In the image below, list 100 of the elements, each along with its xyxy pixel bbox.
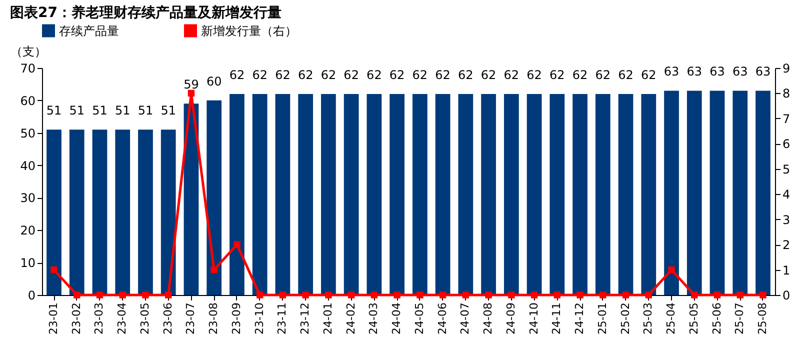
- x-tick-label: 23-06: [161, 302, 174, 334]
- data-label: 51: [160, 104, 176, 118]
- data-label: 62: [618, 68, 634, 82]
- x-tick-label: 24-04: [390, 302, 404, 334]
- point: [302, 292, 309, 298]
- point: [394, 292, 400, 298]
- x-tick-label: 24-05: [412, 302, 426, 334]
- data-label: 63: [710, 64, 725, 79]
- data-label: 62: [435, 68, 450, 82]
- x-tick-label: 23-09: [230, 302, 243, 334]
- data-label: 62: [252, 68, 268, 82]
- data-label: 63: [732, 64, 748, 79]
- point: [279, 292, 286, 298]
- x-tick-label: 24-06: [436, 302, 449, 334]
- point: [691, 292, 698, 298]
- x-tick-label: 24-01: [321, 302, 334, 334]
- y2-tick-label: 4: [782, 188, 790, 202]
- y-tick-label: 50: [20, 126, 36, 140]
- data-label: 63: [755, 64, 771, 79]
- x-tick-label: 23-03: [92, 302, 106, 334]
- data-label: 62: [320, 68, 336, 82]
- y2-tick-label: 0: [782, 288, 790, 302]
- data-label: 63: [664, 64, 680, 79]
- x-tick-label: 24-09: [504, 302, 518, 334]
- x-tick-label: 24-02: [344, 302, 358, 334]
- point: [485, 292, 492, 298]
- x-tick-label: 24-10: [527, 302, 540, 334]
- chart-title: 图表27：养老理财存续产品量及新增发行量: [10, 4, 282, 21]
- x-tick-label: 23-02: [70, 302, 83, 334]
- x-tick-label: 24-11: [550, 302, 564, 334]
- data-label: 62: [458, 68, 474, 82]
- x-tick-label: 25-03: [642, 302, 655, 334]
- data-label: 62: [595, 68, 611, 82]
- data-label: 62: [389, 68, 405, 82]
- data-label: 62: [344, 68, 359, 82]
- point: [165, 292, 172, 298]
- point: [576, 292, 584, 298]
- y2-tick-label: 2: [782, 238, 790, 252]
- point: [554, 292, 561, 298]
- point: [96, 292, 104, 298]
- x-tick-label: 25-08: [756, 302, 769, 334]
- point: [142, 292, 149, 298]
- data-label: 62: [572, 68, 588, 82]
- data-label: 60: [206, 74, 222, 88]
- y2-tick-label: 9: [782, 62, 790, 76]
- data-label: 63: [686, 64, 702, 79]
- point: [256, 292, 264, 298]
- data-label: 51: [46, 104, 62, 118]
- point: [119, 292, 126, 298]
- point: [50, 266, 58, 274]
- x-tick-label: 24-03: [367, 302, 380, 334]
- y2-tick-label: 3: [782, 212, 790, 227]
- data-label: 62: [412, 68, 428, 82]
- data-label: 51: [92, 104, 108, 118]
- point: [188, 90, 195, 97]
- x-tick-label: 24-08: [482, 302, 495, 334]
- x-tick-label: 23-08: [207, 302, 220, 334]
- data-label: 62: [298, 68, 314, 82]
- x-tick-label: 24-12: [573, 302, 586, 334]
- point: [210, 266, 218, 274]
- legend-label: 新增发行量（右）: [201, 24, 297, 38]
- point: [416, 292, 424, 298]
- data-label: 62: [504, 68, 520, 82]
- data-label: 51: [114, 104, 130, 118]
- point: [325, 292, 332, 298]
- point: [714, 292, 721, 298]
- point: [370, 292, 378, 298]
- x-tick-label: 23-07: [184, 302, 198, 334]
- data-label: 51: [138, 104, 154, 118]
- x-tick-label: 23-11: [276, 302, 289, 334]
- x-tick-label: 25-01: [596, 302, 609, 334]
- point: [439, 292, 446, 298]
- x-tick-label: 23-01: [47, 302, 60, 334]
- point: [530, 292, 538, 298]
- data-label: 62: [526, 68, 542, 82]
- data-label: 62: [229, 68, 245, 82]
- y2-tick-label: 8: [782, 86, 790, 101]
- data-label: 62: [641, 68, 656, 82]
- y2-tick-label: 5: [782, 162, 790, 176]
- x-tick-label: 23-04: [116, 302, 129, 334]
- x-tick-label: 25-04: [664, 302, 678, 334]
- data-label: 62: [366, 68, 382, 82]
- x-tick-label: 25-05: [687, 302, 700, 334]
- y-tick-label: 40: [20, 158, 36, 173]
- y-tick-label: 20: [20, 224, 36, 238]
- y-tick-label: 0: [28, 288, 36, 302]
- data-label: 59: [184, 78, 199, 92]
- point: [348, 292, 355, 298]
- y-axis-title: （支）: [10, 44, 46, 58]
- data-label: 62: [275, 68, 290, 82]
- x-tick-label: 25-02: [618, 302, 632, 334]
- y2-tick-label: 1: [782, 263, 790, 278]
- y2-tick-label: 7: [782, 112, 790, 126]
- x-tick-label: 23-12: [298, 302, 312, 334]
- point: [74, 292, 80, 298]
- y2-tick-label: 6: [782, 137, 790, 152]
- point: [600, 292, 606, 298]
- x-tick-label: 25-06: [710, 302, 724, 334]
- data-label: 51: [69, 104, 85, 118]
- data-label: 62: [550, 68, 565, 82]
